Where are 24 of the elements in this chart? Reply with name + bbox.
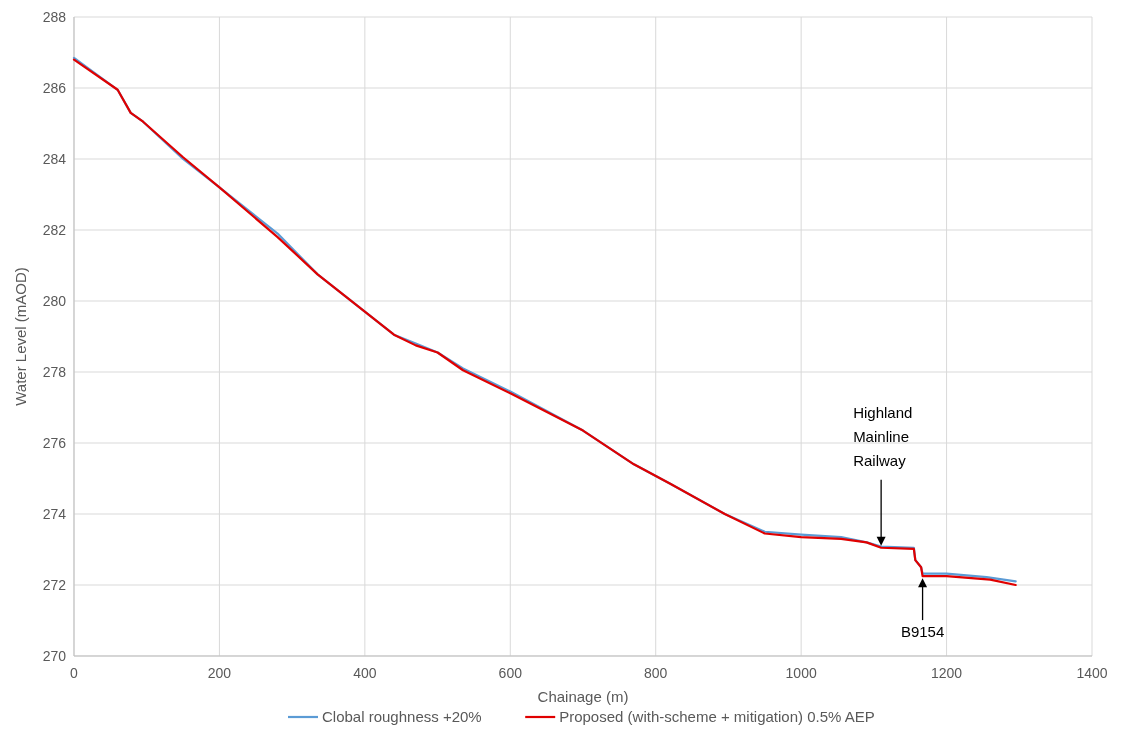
y-tick-label: 270	[42, 647, 67, 664]
legend-label: Proposed (with-scheme + mitigation) 0.5% AEP	[559, 708, 875, 725]
x-tick-label: 600	[498, 665, 523, 681]
x-tick-label: 0	[70, 665, 79, 681]
annotation: Highland Mainline Railway	[853, 403, 913, 469]
x-tick-label: 800	[644, 665, 668, 681]
y-tick-label: 284	[42, 150, 67, 167]
y-tick-label: 280	[42, 292, 67, 309]
y-tick-label: 286	[42, 79, 67, 96]
y-tick-label: 276	[42, 434, 67, 451]
annotation: B9154	[900, 623, 945, 641]
y-tick-label: 278	[42, 363, 67, 380]
x-axis-title: Chainage (m)	[537, 688, 629, 705]
x-tick-label: 1400	[1076, 665, 1108, 681]
x-tick-label: 1200	[930, 665, 963, 681]
y-tick-label: 272	[42, 576, 67, 593]
x-tick-label: 400	[353, 665, 377, 681]
y-tick-label: 274	[42, 505, 67, 522]
y-axis-title: Water Level (mAOD)	[12, 267, 29, 406]
legend-label: Clobal roughness +20%	[322, 708, 482, 725]
x-tick-label: 1000	[785, 665, 817, 681]
y-tick-label: 288	[42, 8, 67, 25]
y-tick-label: 282	[42, 221, 67, 238]
x-tick-label: 200	[207, 665, 232, 681]
